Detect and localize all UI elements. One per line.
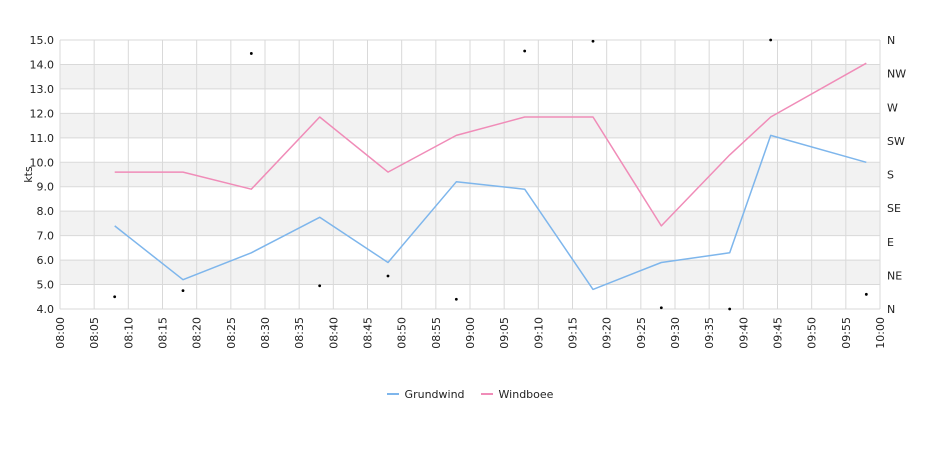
direction-marker	[591, 39, 595, 43]
y-left-tick-label: 11.0	[30, 132, 55, 145]
x-tick-label: 08:05	[88, 317, 101, 349]
y-right-tick-label: NW	[887, 68, 906, 81]
x-tick-label: 09:35	[703, 317, 716, 349]
x-tick-label: 09:00	[464, 317, 477, 349]
y-axis-label: kts	[22, 166, 35, 183]
y-right-tick-label: NE	[887, 269, 902, 282]
y-left-tick-label: 10.0	[30, 156, 55, 169]
x-tick-label: 08:15	[157, 317, 170, 349]
y-left-tick-label: 15.0	[30, 34, 55, 47]
x-tick-label: 09:50	[806, 317, 819, 349]
legend-label: Grundwind	[404, 387, 465, 401]
x-tick-label: 09:05	[498, 317, 511, 349]
y-left-tick-label: 14.0	[30, 58, 55, 71]
legend: Grundwind Windboee	[0, 385, 940, 401]
direction-marker	[318, 284, 322, 288]
direction-marker	[454, 297, 458, 301]
x-tick-label: 08:10	[122, 317, 135, 349]
y-right-tick-label: N	[887, 34, 895, 47]
y-right-tick-label: SE	[887, 202, 901, 215]
x-tick-label: 09:20	[601, 317, 614, 349]
x-tick-label: 08:20	[191, 317, 204, 349]
x-tick-label: 08:50	[396, 317, 409, 349]
y-right-tick-label: E	[887, 236, 894, 249]
y-right-tick-labels: N NE E SE S SW W NW N	[887, 34, 906, 316]
y-left-tick-label: 4.0	[37, 303, 55, 316]
y-right-tick-label: W	[887, 101, 898, 114]
direction-marker	[769, 38, 773, 42]
direction-marker	[181, 289, 185, 293]
y-right-tick-label: S	[887, 169, 894, 182]
direction-marker	[659, 306, 663, 310]
y-left-tick-label: 6.0	[37, 254, 55, 267]
x-tick-label: 10:00	[874, 317, 887, 349]
x-tick-label: 09:15	[567, 317, 580, 349]
direction-marker	[113, 295, 117, 299]
legend-item-windboee[interactable]: Windboee	[480, 387, 554, 401]
horizontal-gridlines	[60, 39, 880, 310]
x-tick-label: 08:25	[225, 317, 238, 349]
direction-marker	[386, 274, 390, 278]
x-tick-label: 09:55	[840, 317, 853, 349]
y-left-tick-label: 8.0	[37, 205, 55, 218]
x-tick-label: 08:00	[54, 317, 67, 349]
x-tick-label: 09:25	[635, 317, 648, 349]
y-left-tick-label: 13.0	[30, 83, 55, 96]
x-tick-label: 08:30	[259, 317, 272, 349]
direction-marker	[523, 49, 527, 53]
x-tick-label: 09:10	[532, 317, 545, 349]
x-tick-labels: 08:00 08:05 08:10 08:15 08:20 08:25 08:30 08:35…	[54, 317, 887, 349]
y-left-tick-label: 9.0	[37, 181, 55, 194]
x-tick-label: 08:45	[362, 317, 375, 349]
y-left-tick-label: 12.0	[30, 107, 55, 120]
y-left-tick-label: 5.0	[37, 279, 55, 292]
x-tick-label: 08:55	[430, 317, 443, 349]
direction-markers	[113, 38, 868, 311]
x-tick-label: 09:45	[772, 317, 785, 349]
series-lines	[114, 62, 867, 291]
legend-swatch	[386, 393, 399, 395]
direction-marker	[728, 307, 732, 311]
y-right-tick-label: SW	[887, 135, 905, 148]
y-left-tick-label: 7.0	[37, 230, 55, 243]
direction-marker	[864, 292, 868, 296]
direction-marker	[249, 52, 253, 55]
series-line-windboee	[114, 62, 867, 227]
x-tick-label: 08:40	[327, 317, 340, 349]
legend-item-grundwind[interactable]: Grundwind	[386, 387, 465, 401]
x-tick-label: 09:40	[737, 317, 750, 349]
x-tick-label: 08:35	[293, 317, 306, 349]
legend-swatch	[480, 393, 493, 395]
y-right-tick-label: N	[887, 303, 895, 316]
x-tick-label: 09:30	[669, 317, 682, 349]
y-left-tick-labels: 4.0 5.0 6.0 7.0 8.0 9.0 10.0 11.0 12.0 13.0 14.0 15…	[30, 34, 55, 316]
legend-label: Windboee	[498, 387, 554, 401]
vertical-gridlines	[59, 40, 881, 309]
series-line-grundwind	[114, 134, 867, 291]
